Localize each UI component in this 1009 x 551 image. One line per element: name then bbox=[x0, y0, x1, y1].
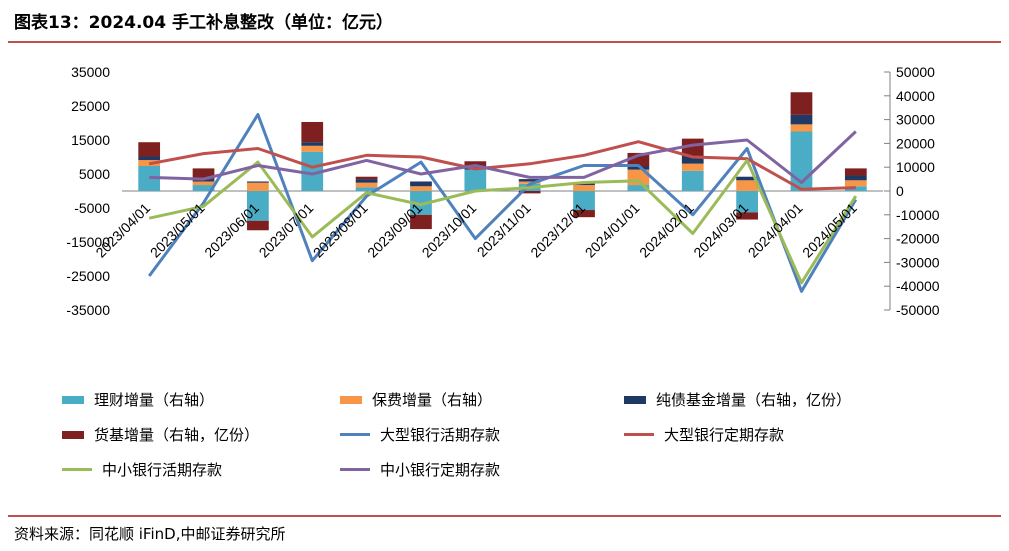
right-axis-tick-label: 30000 bbox=[896, 112, 935, 128]
legend-swatch bbox=[62, 468, 92, 471]
right-axis-tick-label: -30000 bbox=[896, 254, 940, 270]
bar-segment-series-3 bbox=[355, 179, 378, 183]
right-axis-tick-label: 20000 bbox=[896, 135, 935, 151]
left-axis-tick-label: 25000 bbox=[71, 98, 110, 114]
bar-segment-series-3 bbox=[410, 181, 432, 187]
bar-segment-series-3 bbox=[627, 166, 650, 170]
line-series-3 bbox=[148, 158, 858, 285]
right-axis-tick-label: 0 bbox=[896, 183, 904, 199]
right-axis-tick-label: 10000 bbox=[896, 159, 935, 175]
bar-segment-series-3 bbox=[301, 142, 324, 146]
bar-segment-series-1 bbox=[301, 151, 324, 191]
right-axis-tick-label: -20000 bbox=[896, 231, 940, 247]
bar-segment-series-1 bbox=[464, 169, 487, 191]
bar-segment-series-1 bbox=[681, 170, 704, 191]
right-axis-tick-label: 40000 bbox=[896, 88, 935, 104]
category-label: 2023/12/01 bbox=[527, 200, 588, 261]
bar-segment-series-4 bbox=[138, 142, 161, 157]
bar-segment-series-2 bbox=[192, 181, 215, 186]
left-axis-tick-label: -15000 bbox=[66, 234, 110, 250]
legend-swatch bbox=[340, 433, 370, 436]
footer-divider bbox=[8, 515, 1001, 517]
right-axis-tick-label: -10000 bbox=[896, 207, 940, 223]
bar-segment-series-4 bbox=[247, 220, 269, 231]
source-note: 资料来源：同花顺 iFinD,中邮证券研究所 bbox=[14, 525, 286, 543]
bar-segment-series-1 bbox=[627, 185, 650, 191]
line-series-2 bbox=[148, 140, 856, 191]
right-axis-tick-label: 50000 bbox=[896, 64, 935, 80]
legend-item: 大型银行活期存款 bbox=[340, 424, 500, 445]
left-axis-tick-label: 5000 bbox=[79, 166, 110, 182]
bar-segment-series-1 bbox=[573, 191, 595, 211]
title-divider bbox=[8, 41, 1001, 43]
bar-segment-series-1 bbox=[247, 191, 269, 221]
category-label: 2023/05/01 bbox=[147, 200, 208, 261]
legend-item: 中小银行定期存款 bbox=[340, 459, 500, 480]
legend-label: 中小银行活期存款 bbox=[102, 461, 223, 479]
bar-segment-series-2 bbox=[355, 182, 378, 188]
bar-segment-series-3 bbox=[518, 179, 541, 182]
legend-label: 保费增量（右轴） bbox=[372, 391, 493, 409]
bar-segment-series-2 bbox=[790, 124, 813, 132]
legend-item: 理财增量（右轴） bbox=[62, 389, 214, 410]
left-axis-tick-label: 35000 bbox=[71, 64, 110, 80]
bar-segment-series-4 bbox=[736, 212, 758, 220]
bar-segment-series-2 bbox=[247, 182, 269, 191]
legend-swatch bbox=[62, 430, 84, 439]
legend-swatch bbox=[62, 395, 84, 404]
legend-label: 货基增量（右轴，亿份） bbox=[94, 426, 260, 444]
legend-swatch bbox=[340, 468, 370, 471]
legend-swatch bbox=[340, 395, 362, 404]
bar-segment-series-3 bbox=[247, 181, 269, 183]
bar-segment-series-1 bbox=[192, 185, 215, 191]
bar-segment-series-4 bbox=[192, 168, 215, 180]
left-axis-tick-label: -5000 bbox=[74, 200, 110, 216]
bar-segment-series-3 bbox=[736, 176, 758, 181]
bar-segment-series-4 bbox=[518, 191, 541, 194]
page-title: 图表13：2024.04 手工补息整改（单位：亿元） bbox=[14, 13, 394, 33]
category-label: 2023/09/01 bbox=[364, 200, 425, 261]
bar-segment-series-2 bbox=[844, 180, 867, 187]
bar-segment-series-3 bbox=[844, 175, 867, 181]
legend-item: 货基增量（右轴，亿份） bbox=[62, 424, 259, 445]
bar-segment-series-1 bbox=[410, 191, 432, 215]
bar-segment-series-4 bbox=[301, 121, 324, 143]
bar-segment-series-4 bbox=[573, 210, 595, 218]
left-axis-tick-label: -35000 bbox=[66, 302, 110, 318]
bar-segment-series-2 bbox=[681, 163, 704, 171]
right-axis-tick-label: -40000 bbox=[896, 278, 940, 294]
bar-segment-series-3 bbox=[681, 156, 704, 164]
bar-segment-series-2 bbox=[301, 145, 324, 152]
legend-item: 大型银行定期存款 bbox=[624, 424, 784, 445]
line-series-4 bbox=[149, 130, 857, 184]
bar-segment-series-4 bbox=[844, 168, 867, 176]
legend-label: 中小银行定期存款 bbox=[380, 461, 501, 479]
bar-segment-series-2 bbox=[573, 185, 595, 191]
legend-swatch bbox=[624, 395, 646, 404]
legend-item: 纯债基金增量（右轴，亿份） bbox=[624, 389, 851, 410]
legend-item: 保费增量（右轴） bbox=[340, 389, 492, 410]
bar-segment-series-1 bbox=[355, 187, 378, 191]
left-axis-tick-label: -25000 bbox=[66, 268, 110, 284]
legend-label: 大型银行活期存款 bbox=[380, 426, 501, 444]
right-axis-tick-label: -50000 bbox=[896, 302, 940, 318]
bar-segment-series-1 bbox=[736, 191, 758, 213]
bar-segment-series-4 bbox=[790, 92, 813, 115]
bar-segment-series-3 bbox=[790, 114, 813, 125]
legend-label: 大型银行定期存款 bbox=[664, 426, 785, 444]
bar-segment-series-4 bbox=[410, 214, 432, 230]
legend-label: 理财增量（右轴） bbox=[94, 391, 215, 409]
legend-label: 纯债基金增量（右轴，亿份） bbox=[656, 391, 852, 409]
legend-item: 中小银行活期存款 bbox=[62, 459, 222, 480]
left-axis-tick-label: 15000 bbox=[71, 132, 110, 148]
legend-swatch bbox=[624, 433, 654, 436]
bar-segment-series-2 bbox=[736, 180, 758, 191]
category-label: 2024/05/01 bbox=[799, 200, 860, 261]
bar-segment-series-2 bbox=[410, 186, 432, 191]
bar-segment-series-4 bbox=[355, 176, 378, 180]
bar-segment-series-3 bbox=[138, 156, 161, 161]
